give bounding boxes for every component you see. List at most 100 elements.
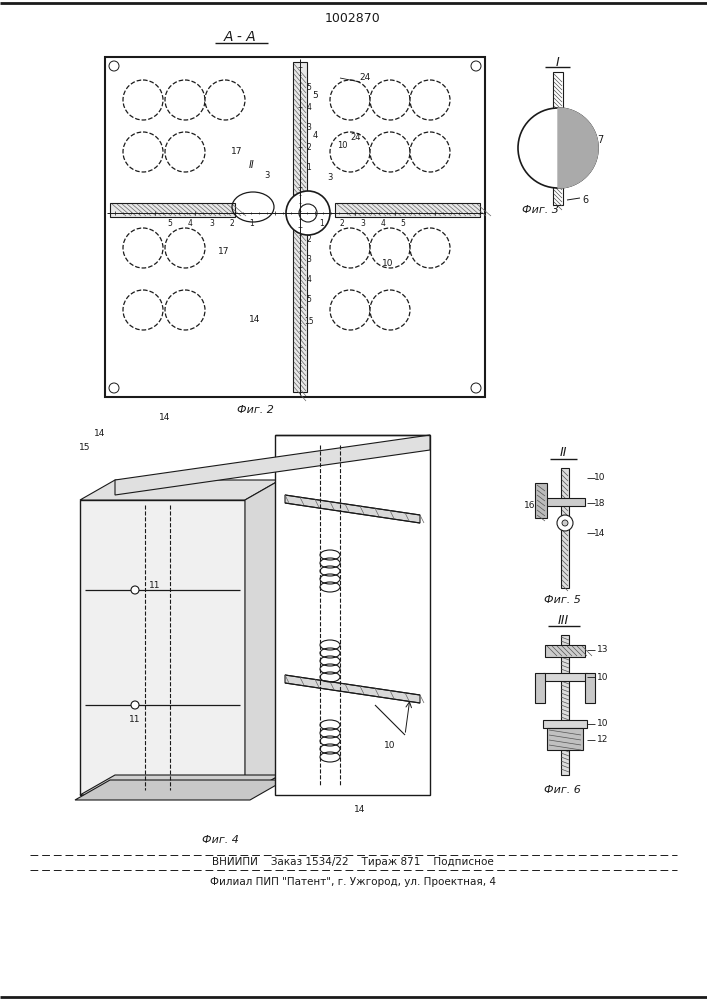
- Text: 2: 2: [230, 219, 235, 228]
- Circle shape: [410, 132, 450, 172]
- Text: 3: 3: [264, 170, 269, 180]
- Circle shape: [471, 61, 481, 71]
- Text: 7: 7: [597, 135, 603, 145]
- Bar: [545, 498, 585, 506]
- Text: 14: 14: [595, 528, 606, 538]
- Circle shape: [330, 228, 370, 268]
- Text: 14: 14: [250, 316, 261, 324]
- Text: I: I: [556, 55, 560, 68]
- Text: 10: 10: [384, 740, 396, 750]
- Circle shape: [370, 80, 410, 120]
- Text: 2: 2: [307, 143, 311, 152]
- Text: III: III: [557, 613, 568, 626]
- Circle shape: [131, 586, 139, 594]
- Circle shape: [518, 108, 598, 188]
- Text: 14: 14: [94, 428, 105, 438]
- Text: 2: 2: [339, 219, 344, 228]
- Circle shape: [165, 80, 205, 120]
- Bar: [335, 203, 480, 217]
- Bar: [535, 483, 547, 518]
- Bar: [545, 645, 585, 657]
- Bar: [293, 225, 307, 392]
- Circle shape: [557, 515, 573, 531]
- Polygon shape: [115, 435, 430, 495]
- Circle shape: [330, 290, 370, 330]
- Circle shape: [109, 61, 119, 71]
- Circle shape: [131, 701, 139, 709]
- Text: Фиг. 5: Фиг. 5: [544, 595, 580, 605]
- Bar: [80, 500, 245, 795]
- Polygon shape: [558, 108, 598, 188]
- Text: 4: 4: [307, 103, 312, 111]
- Text: 17: 17: [231, 147, 243, 156]
- Text: 5: 5: [401, 219, 405, 228]
- Text: 3: 3: [307, 255, 312, 264]
- Circle shape: [299, 204, 317, 222]
- Polygon shape: [80, 775, 280, 795]
- Circle shape: [410, 80, 450, 120]
- Bar: [105, 57, 485, 397]
- Text: 10: 10: [337, 140, 347, 149]
- Text: Фиг. 3: Фиг. 3: [522, 205, 559, 215]
- Text: А - А: А - А: [223, 30, 257, 44]
- Text: Фиг. 2: Фиг. 2: [237, 405, 274, 415]
- Circle shape: [109, 383, 119, 393]
- Circle shape: [330, 132, 370, 172]
- Bar: [561, 635, 569, 775]
- Text: 10: 10: [382, 258, 394, 267]
- Text: 5: 5: [168, 219, 173, 228]
- Text: 1: 1: [307, 163, 311, 172]
- Bar: [543, 673, 587, 681]
- Circle shape: [123, 290, 163, 330]
- Bar: [293, 62, 307, 202]
- Text: Филиал ПИП "Патент", г. Ужгород, ул. Проектная, 4: Филиал ПИП "Патент", г. Ужгород, ул. Про…: [210, 877, 496, 887]
- Text: 3: 3: [209, 219, 214, 228]
- Text: 11: 11: [149, 580, 160, 589]
- Polygon shape: [80, 480, 280, 500]
- Circle shape: [123, 228, 163, 268]
- Text: 24: 24: [351, 133, 361, 142]
- Text: 4: 4: [380, 219, 385, 228]
- Text: 15: 15: [304, 318, 314, 326]
- Circle shape: [410, 228, 450, 268]
- Text: 3: 3: [327, 174, 333, 182]
- Bar: [553, 72, 563, 205]
- Text: Фиг. 4: Фиг. 4: [201, 835, 238, 845]
- Text: 12: 12: [597, 736, 609, 744]
- Circle shape: [370, 290, 410, 330]
- Text: 5: 5: [307, 83, 312, 92]
- Text: 24: 24: [359, 74, 370, 83]
- Circle shape: [562, 520, 568, 526]
- Text: 13: 13: [597, 646, 609, 654]
- Text: 15: 15: [79, 442, 90, 452]
- Text: II: II: [559, 446, 567, 460]
- Text: ВНИИПИ    Заказ 1534/22    Тираж 871    Подписное: ВНИИПИ Заказ 1534/22 Тираж 871 Подписное: [212, 857, 494, 867]
- Text: 17: 17: [218, 247, 230, 256]
- Text: 4: 4: [187, 219, 192, 228]
- Text: 10: 10: [597, 720, 609, 728]
- Text: 1: 1: [320, 219, 325, 228]
- Polygon shape: [245, 480, 280, 795]
- Circle shape: [165, 290, 205, 330]
- Bar: [547, 728, 583, 750]
- Text: 6: 6: [582, 195, 588, 205]
- Circle shape: [286, 191, 330, 235]
- Text: 5: 5: [307, 296, 312, 304]
- Text: II: II: [249, 160, 255, 170]
- Text: 5: 5: [312, 91, 318, 100]
- Text: 10: 10: [595, 474, 606, 483]
- Text: 14: 14: [354, 806, 366, 814]
- Bar: [561, 468, 569, 588]
- Text: 10: 10: [597, 672, 609, 682]
- Polygon shape: [285, 495, 420, 523]
- Circle shape: [205, 80, 245, 120]
- Text: Фиг. 6: Фиг. 6: [544, 785, 580, 795]
- Text: 4: 4: [312, 130, 317, 139]
- Bar: [275, 435, 430, 795]
- Text: 3: 3: [361, 219, 366, 228]
- Text: 14: 14: [159, 412, 170, 422]
- Text: 3: 3: [307, 122, 312, 131]
- Text: 16: 16: [525, 502, 536, 510]
- Text: 2: 2: [307, 235, 311, 244]
- Circle shape: [330, 80, 370, 120]
